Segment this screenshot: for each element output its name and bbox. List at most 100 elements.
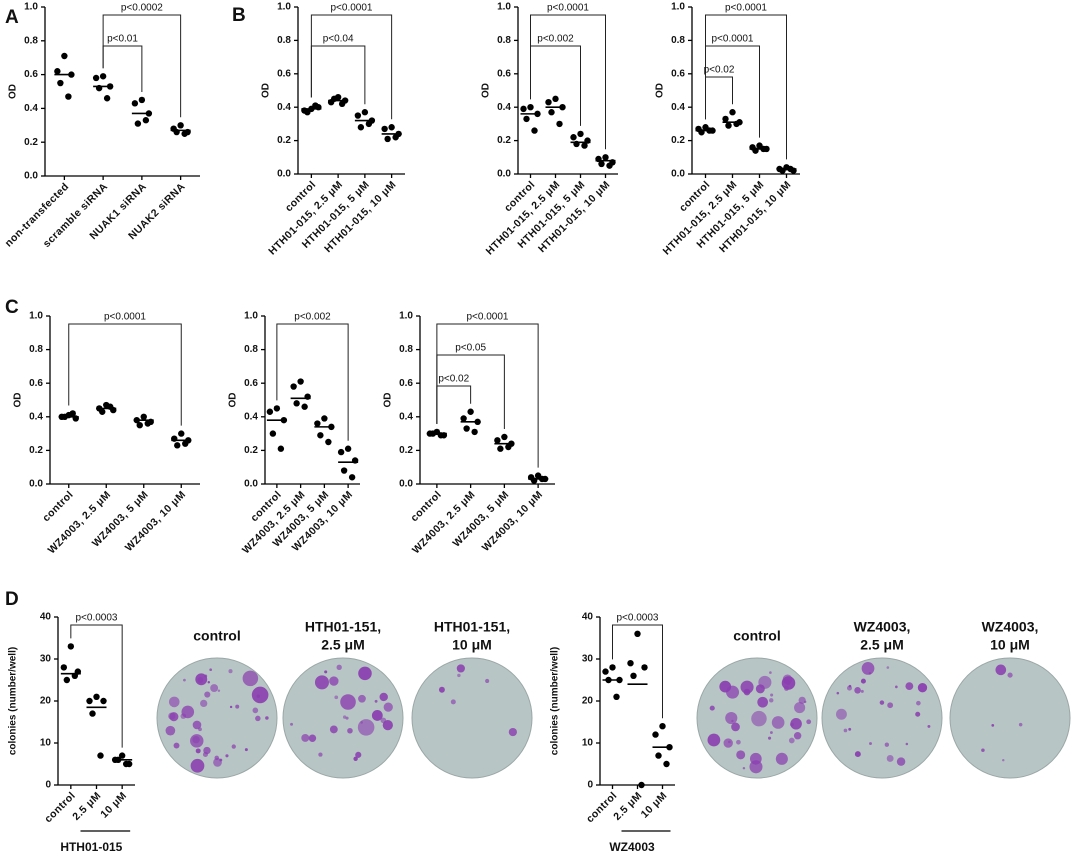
x-tick-label: 10 μM [98,790,129,821]
y-tick-label: 0.0 [24,171,38,182]
colony [719,680,732,693]
colony [228,669,233,674]
data-point [361,109,369,116]
data-point [266,408,274,415]
y-tick-label: 0.4 [399,411,413,422]
colony [219,758,223,762]
colony [725,711,738,725]
y-axis-label: OD [383,393,394,408]
colony [731,722,740,732]
data-point [641,664,648,671]
y-tick-label: 0.4 [24,103,38,114]
data-point [93,693,100,700]
colony [334,695,339,700]
colony [347,727,353,734]
y-tick-label: 10 [582,738,594,749]
p-value-label: p<0.0001 [712,34,754,45]
p-value-label: p<0.0001 [467,312,509,323]
colony [736,739,741,745]
p-value-label: p<0.02 [438,374,469,385]
significance-bracket [102,14,182,118]
colony [265,716,269,720]
significance-bracket [310,45,366,105]
data-point [177,122,184,129]
colony [329,676,339,686]
colony [336,664,342,670]
y-tick-label: 30 [582,654,594,665]
colony [1007,672,1013,678]
data-point [570,134,577,141]
significance-bracket [436,323,539,468]
significance-bracket [276,323,349,441]
plate-dish [282,657,404,779]
y-tick-label: 0.8 [671,35,685,46]
colony [884,742,890,747]
plate-label: HTH01-151, [434,619,510,635]
data-point [314,420,321,427]
y-tick-label: 1.0 [29,311,43,322]
colony [358,666,372,681]
data-point [136,422,143,429]
colony [709,705,715,711]
colony [165,725,176,736]
data-point [338,100,346,108]
y-axis-label: OD [8,84,19,99]
colony [742,766,746,770]
significance-bracket [102,45,143,92]
data-point [269,430,277,437]
plate-label: control [193,628,240,644]
colony [788,737,795,744]
colony [357,719,375,736]
data-point [460,415,467,422]
colony [251,686,269,704]
y-tick-label: 0.4 [244,411,258,422]
colony [255,715,261,722]
y-tick-label: 0.8 [244,344,258,355]
data-point [178,430,185,437]
colony [314,675,329,690]
y-tick-label: 0.0 [29,479,43,490]
data-point [65,93,72,100]
colony [340,694,356,710]
colony [168,712,176,720]
colony [767,736,772,740]
plate-dish [949,657,1071,779]
x-tick-label: non-transfected [3,181,72,250]
p-value-label: p<0.0001 [725,3,767,14]
colony [860,689,864,693]
y-tick-label: 0.0 [277,169,291,180]
data-point [471,428,478,436]
y-tick-label: 0.0 [399,479,413,490]
colony [991,724,995,727]
colony [854,751,861,758]
y-tick-label: 0 [587,780,593,791]
data-point [501,433,508,441]
plate-dish [411,657,533,779]
colony [195,673,208,686]
y-tick-label: 0.8 [497,35,511,46]
data-point [297,378,304,385]
colony [242,670,259,687]
colony [887,702,894,709]
x-tick-label: WZ4003, 2.5 μM [46,489,114,557]
data-point [729,109,736,116]
panel-letter: A [5,7,19,28]
colony [485,678,490,684]
data-point [520,105,527,113]
significance-bracket [70,624,123,748]
colony [757,696,769,708]
x-tick-label: 2.5 μM [611,790,644,823]
colony [195,748,201,754]
significance-bracket [68,323,182,426]
significance-bracket [705,76,733,120]
colony [225,754,229,758]
data-point [531,127,538,134]
y-tick-label: 0.6 [671,68,685,79]
colony [794,702,806,714]
colony [775,752,788,765]
plate-label: 2.5 μM [860,637,904,653]
colony [769,731,773,734]
colony [758,675,772,689]
data-point [144,420,151,427]
colony [854,686,861,694]
